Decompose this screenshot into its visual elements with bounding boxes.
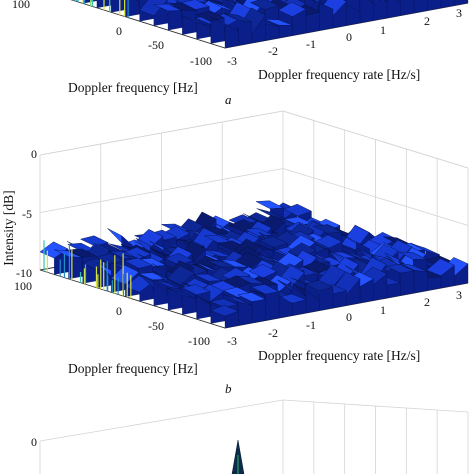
panel-a-ytick-minus50: -50 [148, 38, 164, 52]
panel-a: 100 0 -50 -100 -3 -2 -1 0 1 2 3 Doppler … [12, 0, 469, 107]
panel-a-surface [82, 0, 469, 49]
panel-b-ytick-minus100: -100 [188, 334, 210, 348]
panel-b-xtick-1: 1 [380, 303, 386, 317]
panel-a-xtick-3: 3 [456, 6, 462, 20]
surface-skirt [111, 0, 125, 13]
panel-b-xtick-minus1: -1 [306, 318, 316, 332]
surface-skirt [182, 9, 196, 35]
surface-skirt [305, 12, 320, 34]
surface-skirt [125, 0, 140, 17]
panel-b-ytick-100: 100 [14, 279, 32, 293]
surface-skirt [210, 17, 225, 44]
surface-skirt [153, 281, 168, 306]
panel-a-xtick-minus1: -1 [306, 37, 316, 51]
surface-skirt [265, 23, 280, 41]
panel-b-xtick-0: 0 [346, 310, 352, 324]
surface-skirt [359, 0, 374, 24]
surface-skirt [400, 0, 415, 16]
panel-b-ztick-minus10: -10 [16, 266, 32, 280]
panel-b: Intensity [dB] 0 -5 -10 100 0 -50 -100 -… [1, 110, 469, 396]
panel-a-ytick-100: 100 [12, 0, 30, 11]
surface-skirt [224, 310, 239, 329]
surface-skirt [167, 10, 182, 31]
panel-b-surface [39, 200, 469, 329]
surface-skirt [238, 301, 253, 326]
panel-a-ytick-0: 0 [116, 24, 122, 38]
surface-skirt [427, 0, 442, 11]
panel-b-ztick-0: 0 [31, 147, 37, 161]
panel-b-xtick-minus3: -3 [227, 334, 237, 348]
surface-skirt [319, 286, 334, 311]
panel-b-spikes [43, 240, 132, 299]
panel-a-xtick-2: 2 [424, 14, 430, 28]
wall-top-edge [39, 110, 469, 169]
panel-a-xtick-1: 1 [380, 23, 386, 37]
panel-a-xtick-minus2: -2 [268, 44, 278, 58]
panel-b-xtick-minus2: -2 [268, 326, 278, 340]
panel-c: 0 [31, 399, 469, 474]
panel-c-ztick-0: 0 [31, 435, 37, 449]
panel-b-xlabel: Doppler frequency rate [Hz/s] [258, 348, 420, 363]
panel-b-caption: b [225, 381, 232, 396]
surface-skirt [224, 23, 239, 49]
surface-skirt [139, 281, 154, 302]
panel-a-xtick-minus3: -3 [227, 54, 237, 68]
panel-a-caption: a [225, 92, 232, 107]
surface-skirt [440, 0, 455, 9]
panel-b-zlabel: Intensity [dB] [1, 190, 16, 265]
surface-skirt [196, 22, 211, 40]
panel-b-ztick-minus5: -5 [22, 207, 32, 221]
wall-top-edge [39, 399, 469, 442]
surface-skirt [400, 270, 415, 296]
panel-a-ylabel: Doppler frequency [Hz] [68, 80, 198, 95]
surface-skirt [196, 291, 211, 320]
panel-c-grid [39, 399, 469, 474]
panel-a-xlabel: Doppler frequency rate [Hz/s] [258, 67, 420, 82]
panel-a-ytick-minus100: -100 [190, 54, 212, 68]
surface-skirt [238, 20, 253, 46]
surface-skirt [182, 294, 196, 315]
surface-skirt [427, 276, 442, 291]
surface-patch [255, 200, 285, 210]
surface-skirt [413, 270, 428, 294]
surface-skirt [386, 282, 401, 299]
wall-z-line [39, 168, 469, 226]
panel-a-spikes [72, 0, 129, 18]
panel-b-ytick-0: 0 [116, 304, 122, 318]
panel-b-xtick-3: 3 [456, 288, 462, 302]
surface-skirt [373, 0, 388, 21]
surface-skirt [167, 286, 182, 311]
panel-b-xtick-2: 2 [424, 295, 430, 309]
wall-z-line [39, 110, 469, 169]
panel-b-ylabel: Doppler frequency [Hz] [68, 361, 198, 376]
surface-skirt [265, 291, 280, 321]
panel-a-xtick-0: 0 [346, 30, 352, 44]
panel-b-ytick-minus50: -50 [148, 319, 164, 333]
panel-c-peak [231, 439, 245, 474]
surface-skirt [386, 0, 401, 19]
surface-skirt [251, 299, 266, 324]
